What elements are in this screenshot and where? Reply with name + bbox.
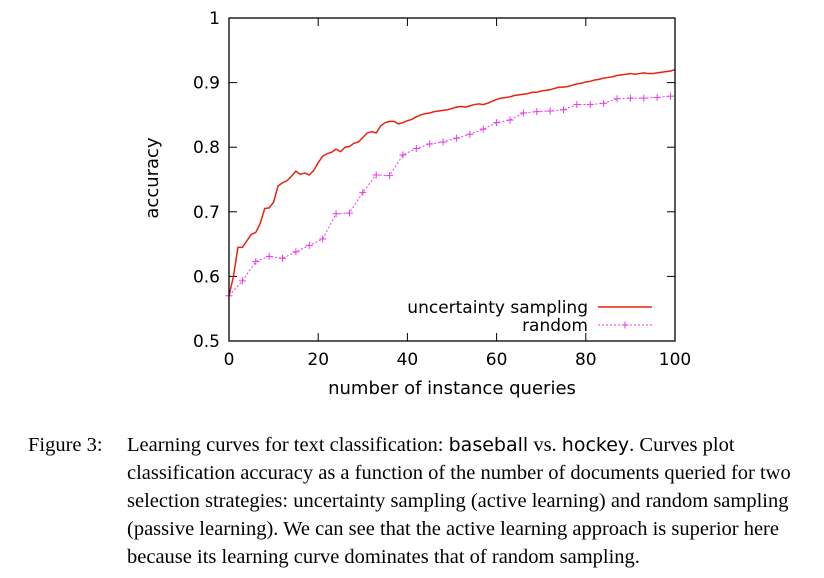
y-tick-label: 0.9: [193, 74, 220, 94]
x-tick-label: 100: [659, 350, 691, 370]
x-axis-label: number of instance queries: [328, 378, 576, 399]
x-tick-label: 0: [224, 350, 235, 370]
legend-label: uncertainty sampling: [407, 298, 588, 318]
x-tick-label: 20: [307, 350, 329, 370]
plot-frame: [228, 17, 676, 342]
caption-text-intro: Learning curves for text classification:: [127, 434, 449, 456]
legend-label: random: [522, 316, 588, 336]
figure-caption: Figure 3: Learning curves for text class…: [28, 431, 808, 571]
x-tick-label: 60: [486, 350, 508, 370]
caption-class-a: baseball: [448, 434, 529, 456]
caption-label: Figure 3:: [28, 434, 103, 456]
series-line-uncertainty-sampling: [228, 68, 676, 296]
y-tick-label: 0.7: [193, 203, 220, 223]
caption-class-b: hockey: [561, 434, 630, 456]
caption-vs: vs.: [528, 434, 562, 456]
x-tick-label: 80: [575, 350, 597, 370]
y-axis-ticks: 0.5 0.6 0.7 0.8 0.9 1: [193, 9, 675, 352]
y-axis-label: accuracy: [142, 137, 163, 219]
y-tick-label: 0.5: [193, 332, 220, 352]
x-axis-ticks: 0 20 40 60 80 100: [224, 18, 691, 370]
y-tick-label: 1: [209, 9, 220, 29]
series-line-random: [228, 95, 671, 297]
plot-series: [225, 68, 676, 300]
caption-body: Learning curves for text classification:…: [127, 431, 808, 571]
learning-curve-chart: 0.5 0.6 0.7 0.8 0.9 1 0 20 40 60 80 100 uncertaint…: [142, 9, 691, 399]
caption-text-rest: . Curves plot classification accuracy as…: [127, 434, 791, 568]
x-tick-label: 40: [397, 350, 419, 370]
y-tick-label: 0.6: [193, 267, 220, 287]
y-tick-label: 0.8: [193, 138, 220, 158]
